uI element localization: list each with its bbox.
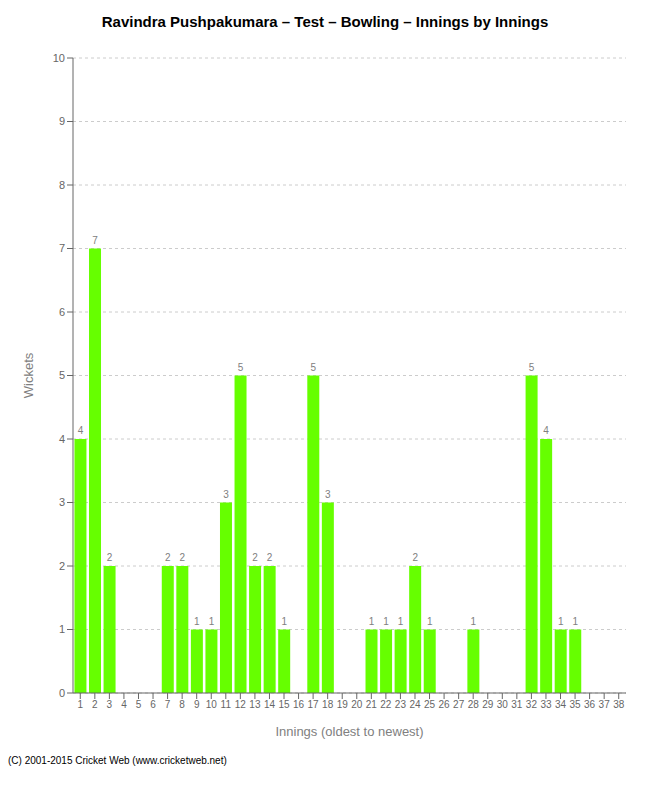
svg-text:4: 4 xyxy=(543,425,549,436)
svg-text:1: 1 xyxy=(281,616,287,627)
svg-text:18: 18 xyxy=(322,699,334,710)
svg-text:2: 2 xyxy=(165,552,171,563)
svg-text:23: 23 xyxy=(395,699,407,710)
svg-text:20: 20 xyxy=(351,699,363,710)
svg-text:2: 2 xyxy=(180,552,186,563)
svg-text:1: 1 xyxy=(59,623,65,635)
svg-text:1: 1 xyxy=(471,616,477,627)
svg-text:1: 1 xyxy=(209,616,215,627)
svg-text:25: 25 xyxy=(424,699,436,710)
svg-text:5: 5 xyxy=(529,362,535,373)
svg-text:24: 24 xyxy=(409,699,421,710)
svg-text:27: 27 xyxy=(453,699,465,710)
svg-text:34: 34 xyxy=(555,699,567,710)
svg-text:6: 6 xyxy=(59,306,65,318)
svg-text:21: 21 xyxy=(366,699,378,710)
svg-text:12: 12 xyxy=(235,699,247,710)
svg-text:9: 9 xyxy=(59,115,65,127)
svg-text:6: 6 xyxy=(150,699,156,710)
svg-text:9: 9 xyxy=(194,699,200,710)
svg-text:2: 2 xyxy=(412,552,418,563)
svg-text:1: 1 xyxy=(369,616,375,627)
svg-text:1: 1 xyxy=(572,616,578,627)
svg-text:35: 35 xyxy=(570,699,582,710)
svg-text:4: 4 xyxy=(78,425,84,436)
svg-text:0: 0 xyxy=(59,687,65,699)
svg-text:30: 30 xyxy=(497,699,509,710)
svg-text:5: 5 xyxy=(311,362,317,373)
svg-text:7: 7 xyxy=(165,699,171,710)
svg-text:2: 2 xyxy=(59,560,65,572)
svg-text:28: 28 xyxy=(468,699,480,710)
svg-text:2: 2 xyxy=(267,552,273,563)
svg-text:4: 4 xyxy=(59,433,65,445)
svg-text:8: 8 xyxy=(179,699,185,710)
svg-text:33: 33 xyxy=(540,699,552,710)
svg-text:19: 19 xyxy=(337,699,349,710)
svg-text:5: 5 xyxy=(59,369,65,381)
svg-text:8: 8 xyxy=(59,179,65,191)
svg-text:1: 1 xyxy=(77,699,83,710)
svg-text:4: 4 xyxy=(121,699,127,710)
svg-text:10: 10 xyxy=(53,52,65,64)
html-text:(C) 2001-2015 Cricket Web (www: (C) 2001-2015 Cricket Web (www.cricketwe… xyxy=(8,755,227,766)
svg-text:2: 2 xyxy=(252,552,258,563)
svg-text:29: 29 xyxy=(482,699,494,710)
svg-text:15: 15 xyxy=(278,699,290,710)
svg-text:26: 26 xyxy=(439,699,451,710)
svg-text:3: 3 xyxy=(59,496,65,508)
svg-text:7: 7 xyxy=(59,242,65,254)
svg-text:2: 2 xyxy=(107,552,113,563)
html-text:Ravindra Pushpakumara – Test –: Ravindra Pushpakumara – Test – Bowling –… xyxy=(101,13,549,30)
svg-text:1: 1 xyxy=(383,616,389,627)
svg-text:1: 1 xyxy=(427,616,433,627)
svg-text:5: 5 xyxy=(136,699,142,710)
svg-text:3: 3 xyxy=(325,489,331,500)
svg-text:3: 3 xyxy=(223,489,229,500)
svg-text:5: 5 xyxy=(238,362,244,373)
svg-text:37: 37 xyxy=(599,699,611,710)
svg-text:1: 1 xyxy=(194,616,200,627)
svg-text:2: 2 xyxy=(92,699,98,710)
svg-text:1: 1 xyxy=(398,616,404,627)
svg-text:1: 1 xyxy=(558,616,564,627)
svg-text:17: 17 xyxy=(308,699,320,710)
svg-text:10: 10 xyxy=(206,699,218,710)
svg-text:31: 31 xyxy=(511,699,523,710)
svg-text:Innings (oldest to newest): Innings (oldest to newest) xyxy=(275,724,423,739)
svg-text:11: 11 xyxy=(221,699,232,710)
svg-text:32: 32 xyxy=(526,699,538,710)
svg-text:22: 22 xyxy=(380,699,392,710)
svg-text:38: 38 xyxy=(613,699,625,710)
svg-text:13: 13 xyxy=(249,699,261,710)
svg-text:14: 14 xyxy=(264,699,276,710)
svg-text:16: 16 xyxy=(293,699,305,710)
svg-text:Wickets: Wickets xyxy=(21,352,36,398)
svg-text:3: 3 xyxy=(107,699,113,710)
svg-text:36: 36 xyxy=(584,699,596,710)
svg-text:7: 7 xyxy=(92,235,98,246)
